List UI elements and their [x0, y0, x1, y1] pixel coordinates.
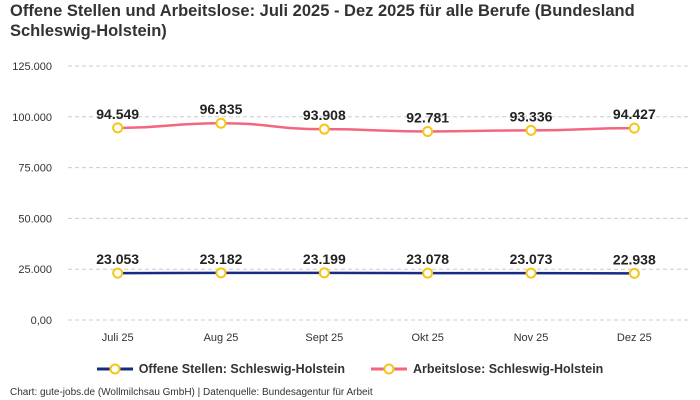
data-label: 96.835 — [200, 101, 243, 117]
legend-item-offene-stellen[interactable]: Offene Stellen: Schleswig-Holstein — [96, 362, 345, 376]
x-tick-label: Nov 25 — [514, 332, 549, 344]
data-point — [525, 267, 537, 279]
x-tick-label: Juli 25 — [102, 332, 134, 344]
x-tick-label: Sept 25 — [305, 332, 343, 344]
data-point — [422, 125, 434, 137]
data-point — [628, 122, 640, 134]
y-tick-label: 25.000 — [18, 264, 52, 276]
data-point — [422, 267, 434, 279]
legend: Offene Stellen: Schleswig-Holstein Arbei… — [0, 362, 700, 376]
data-label: 23.073 — [510, 251, 553, 267]
data-point — [112, 267, 124, 279]
data-label: 23.053 — [96, 251, 139, 267]
data-label: 23.182 — [200, 251, 243, 267]
data-point — [215, 117, 227, 129]
x-tick-label: Dez 25 — [617, 332, 652, 344]
x-tick-label: Aug 25 — [204, 332, 239, 344]
legend-item-arbeitslose[interactable]: Arbeitslose: Schleswig-Holstein — [370, 362, 604, 376]
legend-marker-icon — [96, 363, 133, 375]
data-label: 94.427 — [613, 106, 656, 122]
y-tick-label: 50.000 — [18, 213, 52, 225]
legend-label: Offene Stellen: Schleswig-Holstein — [138, 362, 345, 376]
data-point — [628, 267, 640, 279]
data-point — [215, 267, 227, 279]
source-note: Chart: gute-jobs.de (Wollmilchsau GmbH) … — [10, 387, 373, 398]
legend-label: Arbeitslose: Schleswig-Holstein — [412, 362, 604, 376]
line-chart: 0,00 25.000 50.000 75.000 100.000 125.000 Juli… — [12, 61, 688, 344]
chart-title: Offene Stellen und Arbeitslose: Juli 202… — [10, 2, 635, 40]
data-label: 92.781 — [406, 109, 449, 125]
data-point — [318, 267, 330, 279]
data-label: 23.078 — [406, 251, 449, 267]
series-line-offene-stellen — [117, 271, 635, 275]
data-point — [318, 123, 330, 135]
data-label: 93.908 — [303, 107, 346, 123]
data-label: 93.336 — [510, 108, 553, 124]
data-point — [525, 124, 537, 136]
series-line-arbeitslose — [117, 121, 635, 133]
data-point — [112, 122, 124, 134]
data-label: 22.938 — [613, 251, 656, 267]
y-tick-label: 125.000 — [12, 61, 52, 73]
y-tick-label: 75.000 — [18, 163, 52, 175]
x-tick-label: Okt 25 — [411, 332, 443, 344]
data-label: 94.549 — [96, 106, 139, 122]
data-label: 23.199 — [303, 251, 346, 267]
y-tick-label: 100.000 — [12, 112, 52, 124]
legend-marker-icon — [370, 363, 407, 375]
y-tick-label: 0,00 — [31, 315, 52, 327]
